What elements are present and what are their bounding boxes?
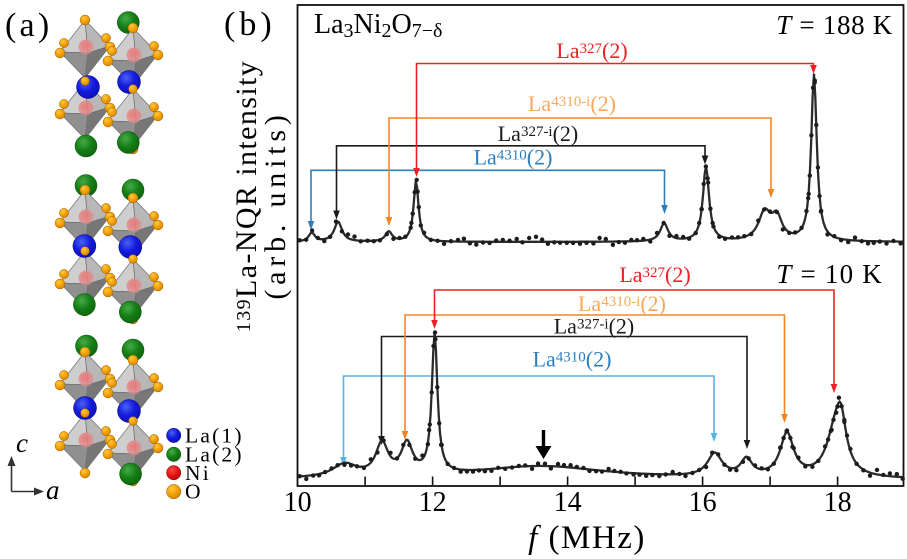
svg-text:18: 18 <box>824 487 852 518</box>
svg-text:f (MHz): f (MHz) <box>528 520 646 556</box>
svg-text:12: 12 <box>419 487 447 518</box>
svg-text:14: 14 <box>554 487 582 518</box>
svg-text:La(1): La(1) <box>185 424 244 448</box>
svg-text:Ni: Ni <box>185 461 211 485</box>
svg-text:c: c <box>16 428 28 458</box>
svg-text:(arb. units): (arb. units) <box>259 110 292 299</box>
svg-text:T = 188 K: T = 188 K <box>776 10 893 40</box>
svg-text:(b): (b) <box>224 6 276 43</box>
svg-text:16: 16 <box>689 487 717 518</box>
svg-text:O: O <box>185 480 203 504</box>
svg-text:139La-NQR intensity: 139La-NQR intensity <box>230 60 263 332</box>
svg-text:(a): (a) <box>5 7 52 44</box>
svg-text:10: 10 <box>284 487 312 518</box>
svg-text:La327(2): La327(2) <box>619 262 690 287</box>
svg-text:a: a <box>46 475 60 505</box>
svg-text:T = 10 K: T = 10 K <box>776 259 883 289</box>
svg-text:La(2): La(2) <box>185 443 244 467</box>
